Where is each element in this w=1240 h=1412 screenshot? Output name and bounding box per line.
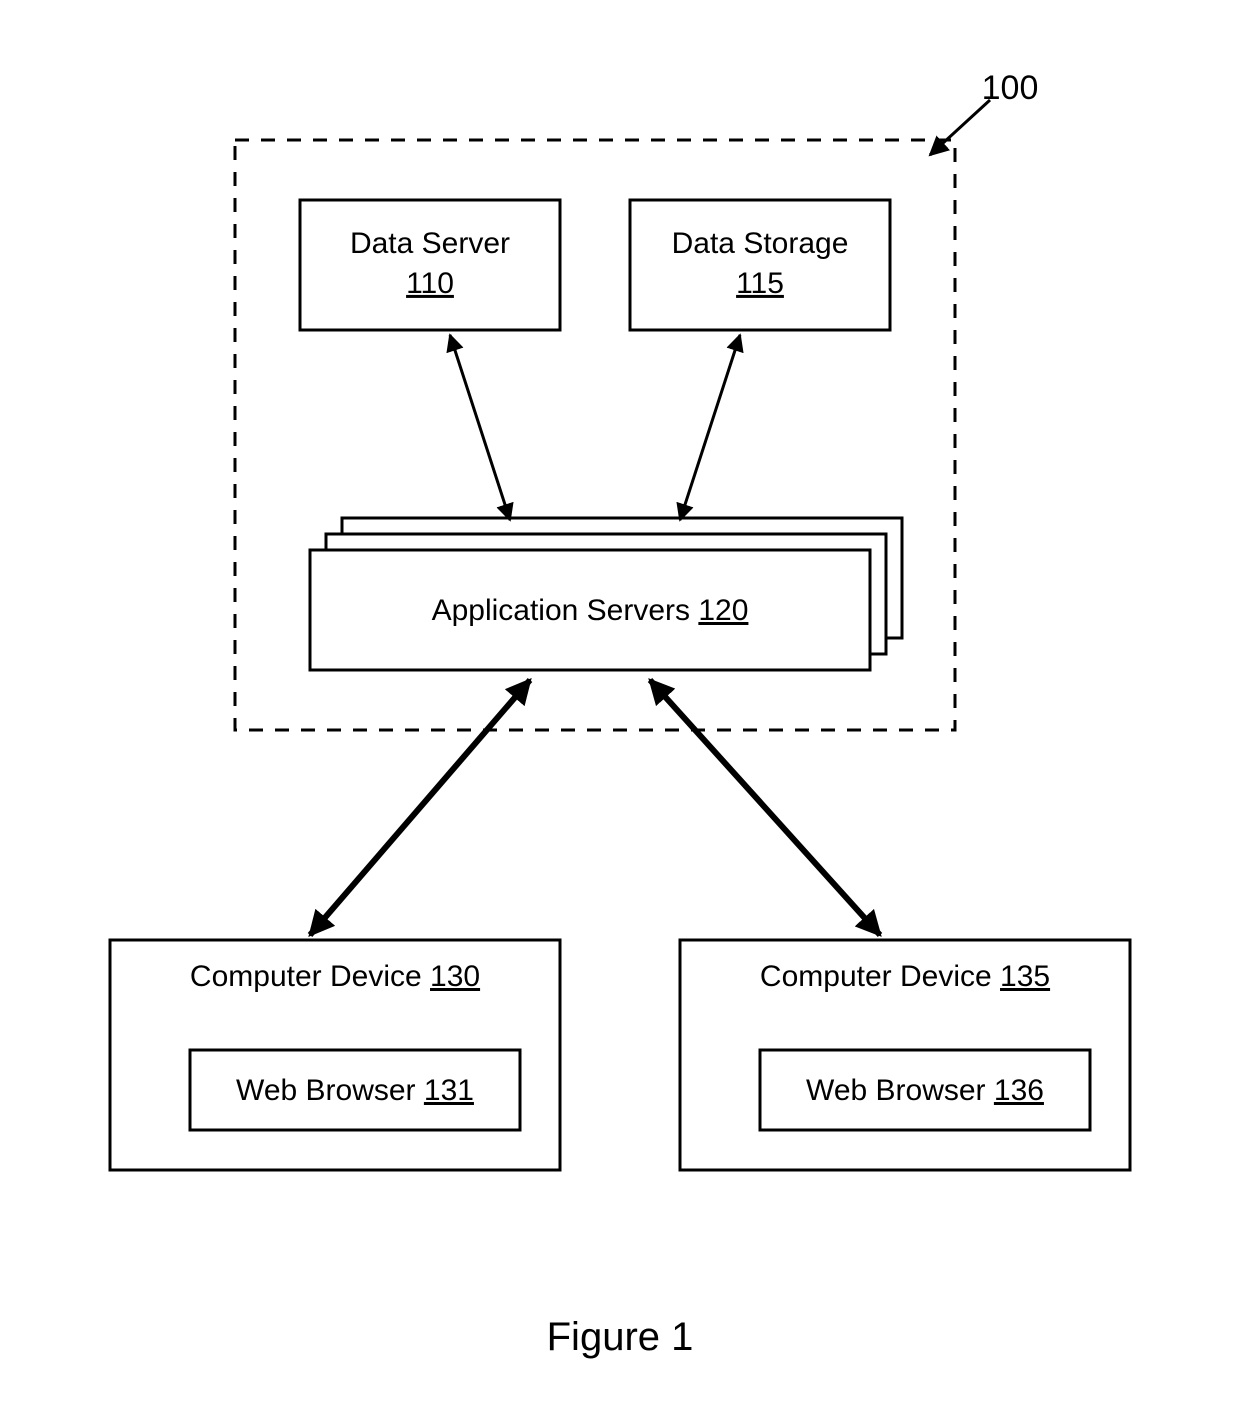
arrow-dataserver-appservers — [450, 335, 510, 520]
data-server-box-ref: 110 — [406, 267, 454, 300]
app-servers-label: Application Servers 120 — [432, 594, 749, 627]
arrow-appservers-computer-a — [310, 680, 530, 935]
data-server-box — [300, 200, 560, 330]
computer-device-b-browser-label: Web Browser 136 — [806, 1074, 1044, 1107]
data-storage-box — [630, 200, 890, 330]
data-storage-box-ref: 115 — [736, 267, 784, 300]
arrow-datastorage-appservers — [680, 335, 740, 520]
data-server-box-title: Data Server — [350, 227, 510, 260]
arrow-appservers-computer-b — [650, 680, 880, 935]
system-ref-pointer — [930, 100, 990, 155]
computer-device-a-browser-label: Web Browser 131 — [236, 1074, 474, 1107]
computer-device-a-title: Computer Device 130 — [190, 960, 480, 993]
data-storage-box-title: Data Storage — [672, 227, 849, 260]
figure-caption: Figure 1 — [547, 1315, 694, 1359]
computer-device-b-title: Computer Device 135 — [760, 960, 1050, 993]
